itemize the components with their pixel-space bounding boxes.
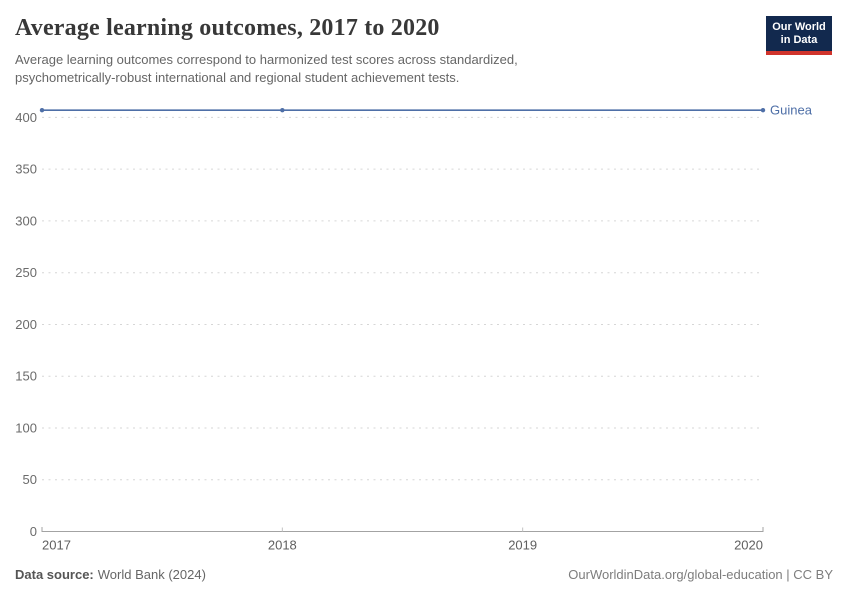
subtitle-line-2: psychometrically-robust international an… bbox=[15, 70, 460, 85]
y-tick-label-100: 100 bbox=[15, 420, 37, 435]
data-point-guinea-2018[interactable] bbox=[280, 107, 285, 113]
owid-logo-line-2: in Data bbox=[780, 34, 818, 46]
chart-footer: Data source: World Bank (2024) OurWorldin… bbox=[15, 567, 833, 582]
credit-link[interactable]: OurWorldinData.org/global-education | CC… bbox=[568, 567, 833, 582]
subtitle-line-1: Average learning outcomes correspond to … bbox=[15, 52, 518, 67]
y-tick-label-50: 50 bbox=[23, 472, 37, 487]
y-tick-label-0: 0 bbox=[30, 524, 37, 539]
data-source: Data source: World Bank (2024) bbox=[15, 567, 206, 582]
data-point-guinea-2017[interactable] bbox=[39, 107, 45, 113]
owid-logo[interactable]: Our World in Data bbox=[766, 16, 832, 51]
data-point-guinea-2020[interactable] bbox=[760, 107, 766, 113]
y-tick-label-350: 350 bbox=[15, 162, 37, 177]
chart-header: Average learning outcomes, 2017 to 2020 … bbox=[15, 13, 755, 87]
data-source-label: Data source: bbox=[15, 567, 94, 582]
data-source-value: World Bank (2024) bbox=[97, 567, 206, 582]
x-tick-label-2020: 2020 bbox=[734, 538, 763, 553]
x-tick-label-2019: 2019 bbox=[508, 538, 537, 553]
series-label-guinea[interactable]: Guinea bbox=[770, 103, 813, 118]
y-tick-label-400: 400 bbox=[15, 110, 37, 125]
y-tick-label-150: 150 bbox=[15, 369, 37, 384]
y-tick-label-250: 250 bbox=[15, 265, 37, 280]
chart-subtitle: Average learning outcomes correspond to … bbox=[15, 51, 755, 87]
y-tick-label-200: 200 bbox=[15, 317, 37, 332]
x-tick-label-2018: 2018 bbox=[268, 538, 297, 553]
x-tick-label-2017: 2017 bbox=[42, 538, 71, 553]
y-tick-label-300: 300 bbox=[15, 213, 37, 228]
x-axis-line bbox=[41, 527, 764, 532]
owid-logo-red-bar bbox=[766, 51, 832, 55]
owid-logo-line-1: Our World bbox=[772, 21, 826, 33]
chart-title: Average learning outcomes, 2017 to 2020 bbox=[15, 15, 440, 41]
